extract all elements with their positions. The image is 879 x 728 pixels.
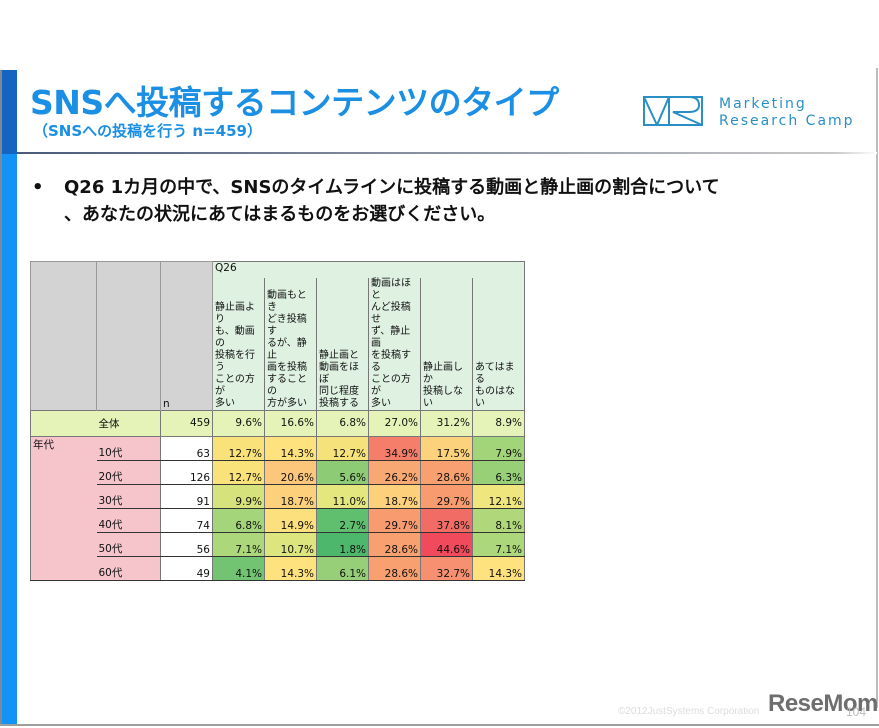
- cell-value: 28.6%: [420, 460, 473, 485]
- cell-value: 5.6%: [316, 460, 369, 485]
- cell-value: 12.7%: [212, 460, 265, 485]
- cell-value: 17.5%: [420, 436, 473, 461]
- cell-value: 6.8%: [212, 508, 265, 533]
- cell-value: 32.7%: [420, 556, 473, 581]
- table-row: 60代 49 4.1% 14.3% 6.1% 28.6% 32.7% 14.3%: [31, 556, 525, 581]
- cell-value: 11.0%: [316, 484, 369, 509]
- cell-value: 9.9%: [212, 484, 265, 509]
- row-n: 91: [160, 484, 213, 509]
- cell-value: 14.9%: [264, 508, 317, 533]
- cell-value: 14.3%: [264, 436, 317, 461]
- cell-value: 7.9%: [472, 436, 525, 461]
- column-header-3: 静止画と 動画をほぼ 同じ程度 投稿する: [316, 277, 369, 410]
- row-label: 10代: [96, 436, 161, 461]
- cell-value: 29.7%: [420, 484, 473, 509]
- cell-value: 26.2%: [368, 460, 421, 485]
- cell-value: 18.7%: [368, 484, 421, 509]
- column-header-5: 静止画しか 投稿しない: [420, 277, 473, 410]
- row-n: 56: [160, 532, 213, 557]
- table-row: 年代 10代 63 12.7% 14.3% 12.7% 34.9% 17.5% …: [30, 436, 525, 581]
- column-header-4: 動画はほと んど投稿せ ず、静止画 を投稿する ことの方が 多い: [368, 277, 421, 410]
- row-label: 30代: [96, 484, 161, 509]
- cell-value: 14.3%: [472, 556, 525, 581]
- slide-title: SNSへ投稿するコンテンツのタイプ: [30, 83, 559, 122]
- cell-value: 18.7%: [264, 484, 317, 509]
- body-accent-bar: [2, 154, 17, 724]
- cell-value: 12.1%: [472, 484, 525, 509]
- row-n: 459: [160, 409, 213, 437]
- cell-value: 7.1%: [212, 532, 265, 557]
- logo-line-2: Research Camp: [719, 113, 855, 129]
- cell-value: 10.7%: [264, 532, 317, 557]
- row-n: 49: [160, 556, 213, 581]
- bullet-icon: •: [32, 177, 44, 198]
- row-n: 63: [160, 436, 213, 461]
- page-number: 104: [846, 705, 867, 719]
- cell-value: 12.7%: [316, 436, 369, 461]
- logo-line-1: Marketing: [719, 96, 807, 112]
- table-row: 30代 91 9.9% 18.7% 11.0% 18.7% 29.7% 12.1…: [31, 484, 525, 509]
- n-header: n: [160, 261, 213, 410]
- row-label: 全体: [96, 409, 161, 437]
- cell-value: 37.8%: [420, 508, 473, 533]
- row-label: 50代: [96, 532, 161, 557]
- copyright-text: ©2012JustSystems Corporation: [618, 706, 760, 717]
- title-accent-bar: [2, 70, 17, 154]
- cell-value: 8.9%: [472, 409, 525, 437]
- cell-value: 6.3%: [472, 460, 525, 485]
- logo-text: Marketing Research Camp: [719, 96, 855, 130]
- column-header-6: あてはまる ものはない: [472, 277, 525, 410]
- question-line-2: 、あなたの状況にあてはまるものをお選びください。: [64, 204, 496, 225]
- row-n: 126: [160, 460, 213, 485]
- row-label: 20代: [96, 460, 161, 485]
- cell-value: 28.6%: [368, 556, 421, 581]
- corner-cell-2: [96, 261, 161, 410]
- slide-left-edge: [0, 70, 2, 724]
- table-row: 50代 56 7.1% 10.7% 1.8% 28.6% 44.6% 7.1%: [31, 532, 525, 557]
- slide-bottom-border: [0, 724, 879, 726]
- cell-value: 28.6%: [368, 532, 421, 557]
- resemom-watermark: ReseMom: [768, 690, 878, 717]
- cell-value: 4.1%: [212, 556, 265, 581]
- cell-value: 8.1%: [472, 508, 525, 533]
- cell-value: 7.1%: [472, 532, 525, 557]
- table-row: 40代 74 6.8% 14.9% 2.7% 29.7% 37.8% 8.1%: [31, 508, 525, 533]
- row-spacer: [30, 409, 97, 437]
- cell-value: 6.8%: [316, 409, 369, 437]
- cell-value: 16.6%: [264, 409, 317, 437]
- cell-value: 34.9%: [368, 436, 421, 461]
- cell-value: 20.6%: [264, 460, 317, 485]
- cell-value: 31.2%: [420, 409, 473, 437]
- column-header-2: 動画もとき どき投稿す るが、静止 画を投稿 することの 方が多い: [264, 277, 317, 410]
- segment-label: 年代: [30, 436, 97, 581]
- cell-value: 9.6%: [212, 409, 265, 437]
- cell-value: 2.7%: [316, 508, 369, 533]
- table-row-total: 全体 459 9.6% 16.6% 6.8% 27.0% 31.2% 8.9%: [30, 409, 525, 437]
- cell-value: 6.1%: [316, 556, 369, 581]
- cell-value: 1.8%: [316, 532, 369, 557]
- slide-right-border: [876, 68, 878, 708]
- cell-value: 44.6%: [420, 532, 473, 557]
- crosstab-table: n Q26 静止画より も、動画の 投稿を行う ことの方が 多い 動画もとき どき投稿する…: [30, 261, 525, 581]
- cell-value: 12.7%: [212, 436, 265, 461]
- mrc-logo-icon: [643, 96, 703, 126]
- table-row: 20代 126 12.7% 20.6% 5.6% 26.2% 28.6% 6.3…: [31, 460, 525, 485]
- column-header-1: 静止画より も、動画の 投稿を行う ことの方が 多い: [212, 277, 265, 410]
- slide-subtitle: （SNSへの投稿を行う n=459）: [33, 122, 262, 140]
- corner-cell-1: [30, 261, 97, 410]
- row-label: 60代: [96, 556, 161, 581]
- row-label: 40代: [96, 508, 161, 533]
- group-header-q26: Q26: [212, 261, 525, 278]
- header-divider: [17, 152, 877, 154]
- cell-value: 27.0%: [368, 409, 421, 437]
- cell-value: 14.3%: [264, 556, 317, 581]
- cell-value: 29.7%: [368, 508, 421, 533]
- question-line-1: Q26 1カ月の中で、SNSのタイムラインに投稿する動画と静止画の割合について: [64, 177, 720, 198]
- row-n: 74: [160, 508, 213, 533]
